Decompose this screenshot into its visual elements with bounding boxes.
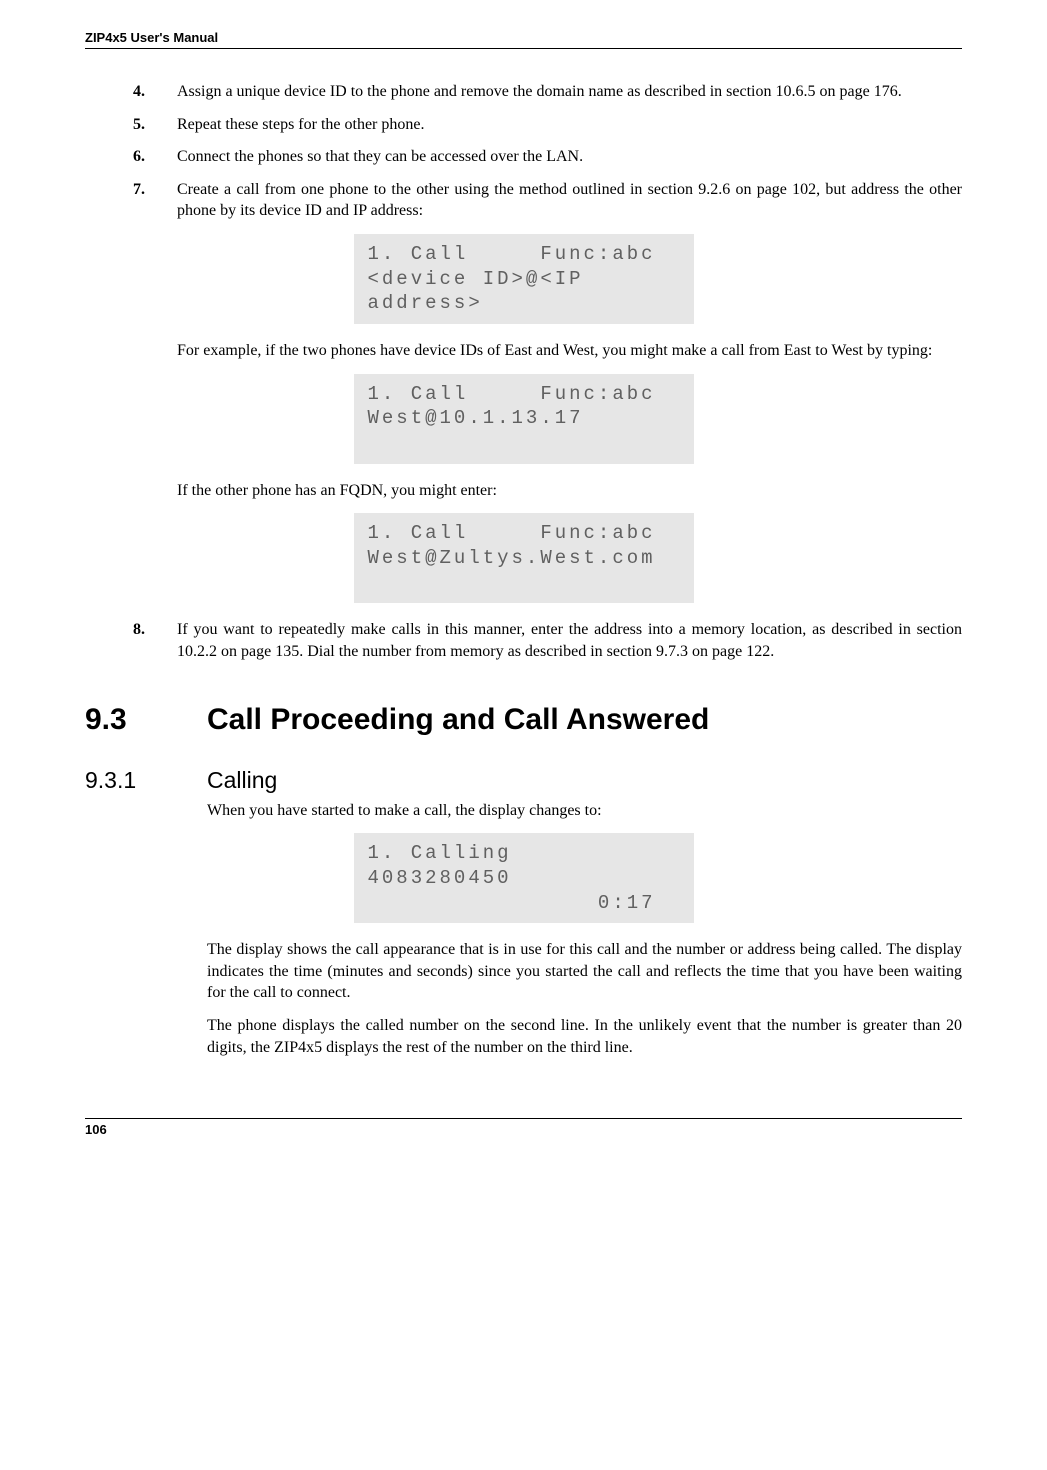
page-number: 106 — [85, 1122, 962, 1137]
step-text: If you want to repeatedly make calls in … — [177, 619, 962, 662]
step-7: 7. Create a call from one phone to the o… — [133, 179, 962, 222]
step-num: 7. — [133, 179, 177, 222]
page-footer: 106 — [85, 1118, 962, 1137]
paragraph: The display shows the call appearance th… — [207, 939, 962, 1004]
subsection-heading: 9.3.1Calling — [85, 767, 962, 794]
lcd-display-4: 1. Calling 4083280450 0:17 — [354, 833, 694, 923]
step-num: 8. — [133, 619, 177, 662]
paragraph: For example, if the two phones have devi… — [177, 340, 962, 362]
step-4: 4. Assign a unique device ID to the phon… — [133, 81, 962, 103]
step-text: Assign a unique device ID to the phone a… — [177, 81, 962, 103]
paragraph: The phone displays the called number on … — [207, 1015, 962, 1058]
paragraph: When you have started to make a call, th… — [207, 800, 962, 822]
step-text: Repeat these steps for the other phone. — [177, 114, 962, 136]
header-rule — [85, 48, 962, 49]
paragraph: If the other phone has an FQDN, you migh… — [177, 480, 962, 502]
subsection-title: Calling — [207, 767, 277, 793]
section-number: 9.3 — [85, 703, 207, 737]
section-title: Call Proceeding and Call Answered — [207, 703, 709, 736]
step-num: 5. — [133, 114, 177, 136]
step-text: Create a call from one phone to the othe… — [177, 179, 962, 222]
step-num: 6. — [133, 146, 177, 168]
step-text: Connect the phones so that they can be a… — [177, 146, 962, 168]
page-header: ZIP4x5 User's Manual — [85, 30, 962, 45]
section-heading: 9.3Call Proceeding and Call Answered — [85, 703, 962, 737]
step-6: 6. Connect the phones so that they can b… — [133, 146, 962, 168]
lcd-display-3: 1. Call Func:abc West@Zultys.West.com — [354, 513, 694, 603]
step-8: 8. If you want to repeatedly make calls … — [133, 619, 962, 662]
subsection-number: 9.3.1 — [85, 767, 207, 794]
step-num: 4. — [133, 81, 177, 103]
step-5: 5. Repeat these steps for the other phon… — [133, 114, 962, 136]
lcd-display-1: 1. Call Func:abc <device ID>@<IP address… — [354, 234, 694, 324]
lcd-display-2: 1. Call Func:abc West@10.1.13.17 — [354, 374, 694, 464]
footer-rule — [85, 1118, 962, 1119]
